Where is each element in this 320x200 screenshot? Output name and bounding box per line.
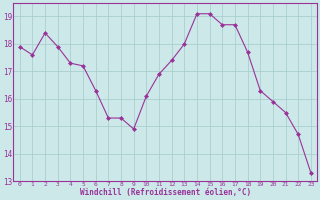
X-axis label: Windchill (Refroidissement éolien,°C): Windchill (Refroidissement éolien,°C) — [80, 188, 251, 197]
